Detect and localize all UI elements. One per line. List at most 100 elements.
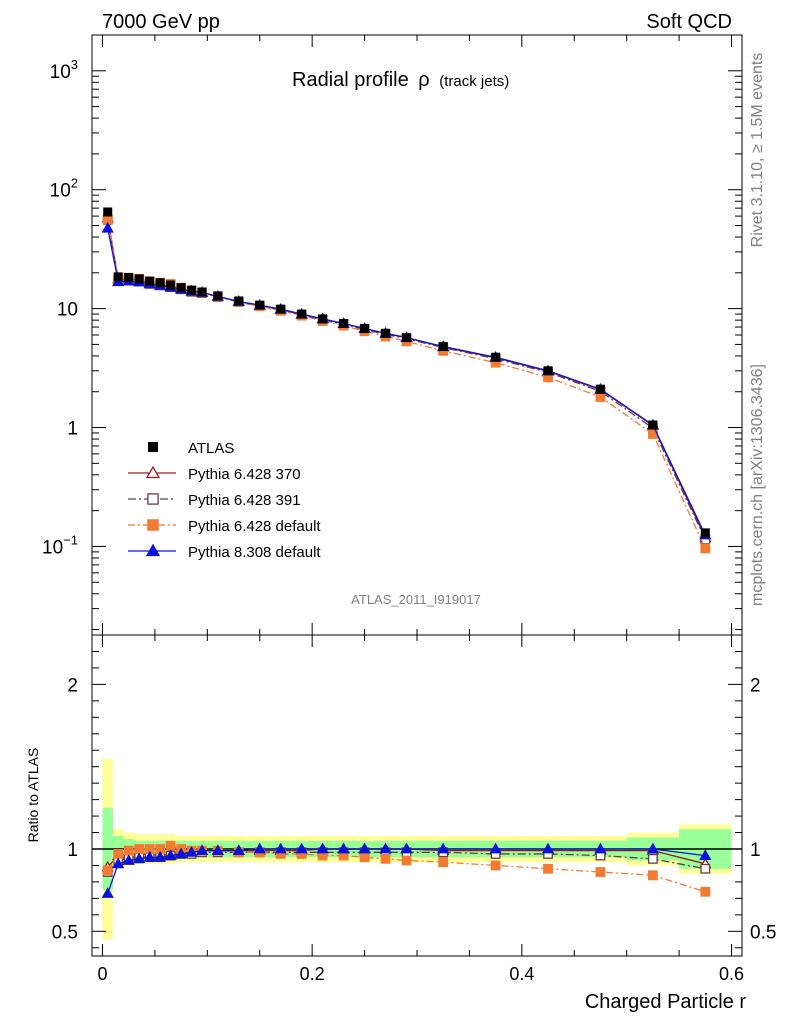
series-ratio-point [594, 842, 607, 854]
series-ratio-point [232, 844, 245, 856]
series-ratio-point [401, 855, 412, 866]
series-ratio-point [647, 853, 658, 864]
x-axis-label: Charged Particle r [585, 991, 747, 1013]
data-point [595, 384, 605, 394]
ratio-tick-label-left: 2 [67, 675, 78, 696]
series-ratio-point [358, 842, 371, 854]
ratio-tick-label-right: 2 [750, 675, 761, 696]
series-ratio-point [113, 849, 124, 859]
legend-entry: Pythia 6.428 391 [128, 492, 301, 509]
legend-entry: Pythia 6.428 default [128, 518, 321, 535]
series-ratio-point [337, 842, 350, 854]
legend-marker [145, 465, 161, 479]
series-ratio-point [543, 863, 553, 874]
chart-title: Radial profile ρ (track jets) [292, 69, 509, 91]
rivet-version-label: Rivet 3.1.10, ≥ 1.5M events [749, 53, 766, 248]
series-ratio-point [359, 852, 370, 863]
series-ratio-point [195, 844, 209, 856]
series-ratio-point [490, 860, 501, 871]
legend-marker [145, 543, 161, 557]
ratio-tick-label-right: 0.5 [750, 922, 776, 943]
data-point [318, 314, 328, 324]
legend-label: Pythia 6.428 391 [188, 492, 301, 509]
series-ratio-point [102, 865, 113, 876]
series-ratio-point [123, 845, 134, 856]
series-ratio-point [437, 842, 450, 854]
data-point [234, 296, 244, 306]
ratio-tick-label-left: 1 [67, 840, 78, 861]
data-point [438, 342, 448, 352]
series-ratio-point [143, 850, 156, 862]
y-tick-label: 103 [50, 57, 78, 83]
series-point [700, 543, 711, 554]
data-point [648, 420, 658, 430]
series-ratio-point [489, 842, 502, 854]
ratio-axis-label: Ratio to ATLAS [25, 748, 41, 843]
data-point [155, 278, 165, 288]
series-ratio-point [646, 842, 660, 854]
legend-label: Pythia 6.428 370 [188, 466, 301, 483]
series-ratio-point [164, 849, 177, 860]
data-point [360, 324, 370, 334]
data-point [134, 274, 144, 284]
series-point [595, 392, 606, 402]
legend-entry: ATLAS [148, 440, 234, 457]
y-tick-label: 1 [67, 419, 78, 440]
series-line-ratio [107, 845, 706, 893]
data-point [297, 309, 307, 319]
x-tick-label: 0.6 [719, 964, 744, 984]
data-point [402, 333, 412, 343]
series-ratio-point [295, 842, 308, 854]
header-left-label: 7000 GeV pp [102, 11, 220, 33]
data-point [255, 300, 265, 310]
chart-title-suffix: (track jets) [439, 73, 509, 90]
data-point [491, 352, 501, 362]
series-ratio-point [379, 842, 392, 854]
series-ratio-point [112, 857, 125, 869]
series-layer [101, 207, 712, 898]
legend-label: Pythia 6.428 default [188, 518, 321, 535]
data-point [276, 304, 286, 314]
legend-marker [148, 442, 158, 452]
series-ratio-point [101, 887, 114, 898]
series-ratio-point [699, 849, 712, 860]
legend-label: Pythia 8.308 default [188, 544, 321, 561]
analysis-label: ATLAS_2011_I919017 [351, 592, 481, 607]
series-ratio-point [133, 852, 146, 864]
series-ratio-point [700, 863, 711, 874]
legend-marker [147, 493, 159, 505]
data-point [103, 207, 113, 217]
ratio-tick-label-right: 1 [750, 840, 761, 861]
series-ratio-point [211, 844, 224, 856]
data-point [176, 283, 186, 293]
series-point [101, 221, 114, 233]
data-point [213, 291, 223, 301]
series-0 [101, 211, 712, 872]
ratio-panel-frame [91, 634, 743, 957]
series-ratio-point [134, 844, 145, 854]
data-point [166, 280, 176, 290]
data-point [124, 272, 134, 282]
series-line-top [107, 228, 706, 536]
data-point [543, 366, 553, 376]
series-ratio-point [122, 854, 135, 865]
series-ratio-point [253, 842, 266, 854]
legend-marker [147, 519, 159, 531]
data-point [700, 528, 710, 538]
series-line-top [107, 219, 706, 540]
series-ratio-point [380, 853, 391, 864]
y-tick-label: 102 [50, 176, 78, 202]
series-ratio-point [541, 842, 555, 854]
series-ratio-point [647, 870, 658, 881]
header-right-label: Soft QCD [646, 11, 732, 33]
x-tick-label: 0.2 [300, 964, 325, 984]
series-ratio-point [185, 845, 198, 857]
x-tick-label: 0 [97, 964, 107, 984]
data-point [187, 285, 197, 295]
legend-entry: Pythia 8.308 default [128, 543, 321, 561]
data-series [103, 207, 710, 538]
data-point [381, 328, 391, 338]
y-tick-label: 10−1 [42, 532, 78, 558]
series-line-top [107, 217, 706, 539]
